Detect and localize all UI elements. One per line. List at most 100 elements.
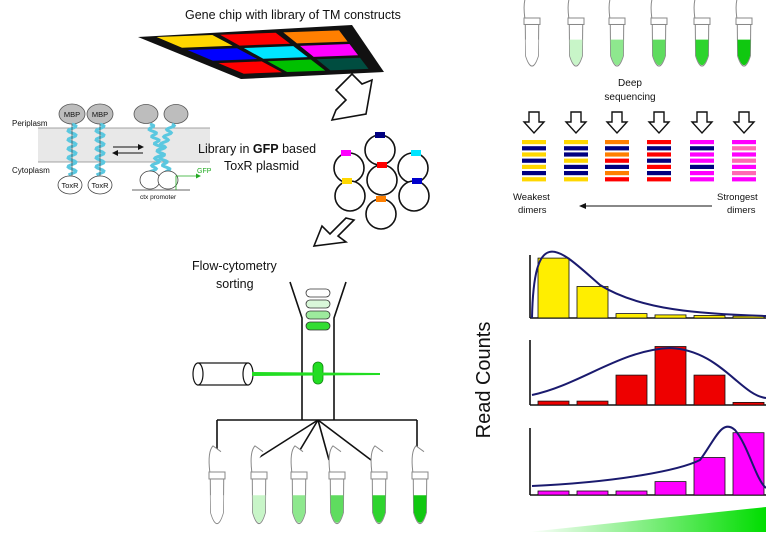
hist-bar — [732, 401, 765, 406]
sequence-read — [647, 158, 671, 163]
sequencing-arrows — [522, 111, 756, 135]
down-arrow — [522, 111, 546, 135]
sequence-read — [647, 146, 671, 151]
chip-spot — [187, 48, 258, 61]
weakest-label: Weakest — [513, 192, 550, 203]
sequence-read — [647, 177, 671, 182]
sequence-read — [564, 171, 588, 176]
chip-spot — [156, 35, 233, 48]
tube-cap — [250, 445, 264, 473]
sequence-read — [732, 177, 756, 182]
library-label-line2: ToxR plasmid — [224, 159, 299, 173]
plasmid — [398, 180, 430, 212]
down-arrow — [564, 111, 588, 135]
gene-chip-title: Gene chip with library of TM constructs — [185, 8, 401, 22]
down-arrow — [647, 111, 671, 135]
sequence-read — [732, 158, 756, 163]
sequence-read — [732, 164, 756, 169]
mbp-label: MBP — [92, 110, 108, 119]
sequence-read — [522, 152, 546, 157]
flow-title: Flow-cytometry — [192, 259, 277, 273]
hist-bar — [693, 315, 726, 319]
toxr-label: ToxR — [91, 181, 109, 190]
plasmid-insert — [342, 178, 352, 184]
plasmid-insert — [375, 132, 385, 138]
sequence-read — [690, 177, 714, 182]
sequence-read — [732, 140, 756, 145]
fit-curve — [531, 425, 766, 489]
tube-cap — [208, 445, 222, 473]
tube-fill — [210, 495, 224, 523]
hist-bar — [537, 257, 570, 319]
sequence-read — [647, 152, 671, 157]
hist-bar — [537, 400, 570, 406]
sequence-read — [605, 152, 629, 157]
sequence-read — [564, 177, 588, 182]
hist-bar — [654, 481, 687, 496]
hist-bar — [537, 490, 570, 496]
tm-helix — [66, 122, 78, 177]
membrane-schematic: Periplasm Cytoplasm MBP MBP ToxR ToxR GF… — [12, 103, 212, 201]
sequence-read — [605, 158, 629, 163]
sequence-read — [647, 140, 671, 145]
chip-spot — [267, 59, 326, 72]
sequence-read — [605, 171, 629, 176]
deep-seq-label: Deep — [618, 78, 642, 89]
mbp-domain — [163, 104, 189, 124]
direction-arrow — [579, 203, 586, 209]
sequence-read — [564, 164, 588, 169]
tube-row — [523, 0, 753, 67]
toxr-label: ToxR — [61, 181, 79, 190]
hist-bar — [576, 400, 609, 406]
histograms — [529, 250, 766, 496]
tube-cap — [290, 445, 304, 473]
down-arrow — [605, 111, 629, 135]
sequence-read — [564, 158, 588, 163]
sequence-read — [690, 140, 714, 145]
flow-cell — [289, 281, 347, 420]
sequence-read — [522, 158, 546, 163]
sequence-read — [522, 164, 546, 169]
ctx-promoter-label: ctx promoter — [140, 194, 177, 201]
strongest-label-line2: dimers — [727, 205, 756, 216]
hist-bar — [654, 314, 687, 319]
mbp-domain — [133, 104, 159, 124]
sequence-read — [732, 146, 756, 151]
tube-cap — [693, 0, 706, 19]
down-arrow — [690, 111, 714, 135]
sequence-read — [564, 146, 588, 151]
process-arrow — [312, 217, 356, 247]
hist-bar — [576, 286, 609, 319]
chip-spot — [218, 61, 282, 74]
sort-tree — [216, 419, 418, 461]
chip-spot — [243, 46, 308, 59]
tube-fill — [292, 495, 306, 523]
sequence-read — [690, 171, 714, 176]
gfp-small-label: GFP — [197, 168, 212, 175]
sorted-tubes — [208, 445, 429, 525]
plasmid-insert — [377, 162, 387, 168]
sequence-read — [647, 164, 671, 169]
sequence-read — [522, 171, 546, 176]
hist-bar — [615, 374, 648, 406]
tube-fill — [737, 39, 751, 66]
chip-spot — [316, 57, 369, 71]
tube-fill — [372, 495, 386, 523]
sequence-read — [605, 177, 629, 182]
tube-fill — [569, 39, 583, 66]
process-arrow — [330, 72, 374, 122]
weakest-label-line2: dimers — [518, 205, 547, 216]
plasmid-insert — [412, 178, 422, 184]
sequence-read — [522, 177, 546, 182]
mbp-label: MBP — [64, 110, 80, 119]
membrane-band — [38, 128, 210, 162]
tube-cap — [411, 445, 425, 473]
down-arrow — [732, 111, 756, 135]
cytoplasm-label: Cytoplasm — [12, 166, 50, 175]
sequence-read — [605, 140, 629, 145]
hist-bar — [732, 432, 765, 496]
sequence-read — [690, 158, 714, 163]
chip-spot — [220, 32, 291, 46]
toxr-domain — [87, 175, 113, 195]
